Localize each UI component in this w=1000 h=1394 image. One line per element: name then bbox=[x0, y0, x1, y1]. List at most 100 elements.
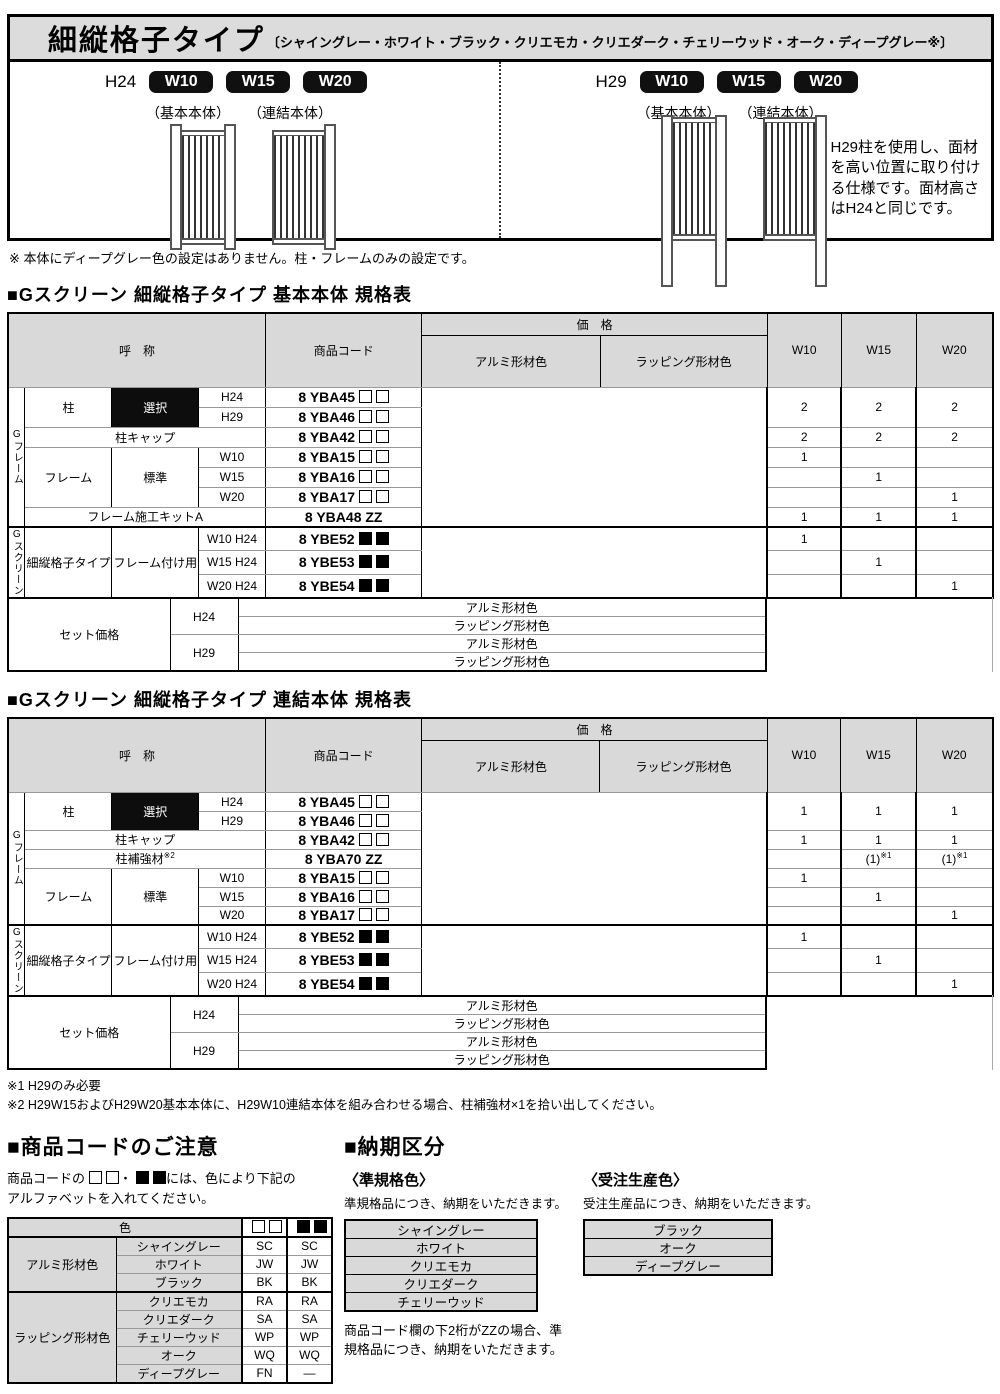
open-box-icon bbox=[375, 794, 389, 808]
fence-rail bbox=[272, 238, 326, 245]
table-cell: 8 YBA46 bbox=[264, 406, 423, 428]
diagram-h29-section: H29 W10 W15 W20 （基本本体） （連結本体） H29柱を使用し、面… bbox=[501, 62, 992, 287]
table-cell: H24 bbox=[198, 791, 266, 812]
width-badge-w10: W10 bbox=[149, 71, 214, 93]
table-cell bbox=[766, 971, 842, 997]
table-cell: 柱補強材※2 bbox=[24, 848, 266, 869]
table-cell: W15 bbox=[840, 717, 917, 793]
table-cell: 8 YBA70 ZZ bbox=[264, 848, 423, 869]
joint-set-price-table: セット価格 H24 アルミ形材色 ラッピング形材色 H29 アルミ形材色 ラッピング形材色 bbox=[7, 995, 767, 1070]
table-cell: 呼 称 bbox=[7, 717, 266, 793]
table-cell: 2 bbox=[915, 426, 994, 448]
open-box-icon bbox=[358, 490, 372, 503]
filled-box-icon bbox=[375, 953, 389, 967]
page-title: 細縦格子タイプ bbox=[47, 25, 265, 57]
table-cell: アルミ形材色 bbox=[237, 597, 767, 617]
open-box-icon bbox=[358, 470, 372, 483]
table-cell: クリエダーク bbox=[115, 1309, 243, 1329]
table-cell: 8 YBE54 bbox=[264, 573, 423, 599]
fence-slats bbox=[670, 123, 717, 235]
table-cell bbox=[839, 924, 917, 950]
table-cell bbox=[840, 446, 917, 468]
table-cell bbox=[766, 886, 842, 907]
table-cell: W20 H24 bbox=[198, 971, 266, 997]
basic-table-title: ■Gスクリーン 細縦格子タイプ 基本本体 規格表 bbox=[7, 285, 412, 305]
h24-size-row: H24 W10 W15 W20 bbox=[105, 71, 368, 93]
table-cell: 8 YBE52 bbox=[264, 924, 423, 950]
table-cell bbox=[241, 1217, 288, 1238]
table-cell: セット価格 bbox=[7, 597, 171, 672]
table-cell: RA bbox=[241, 1290, 288, 1311]
table-cell: アルミ形材色 bbox=[237, 634, 767, 653]
table-cell bbox=[840, 573, 917, 599]
filled-box-icon bbox=[358, 976, 372, 990]
table-cell: フレーム bbox=[24, 867, 113, 926]
fence-slats bbox=[762, 123, 817, 235]
filled-box-icon bbox=[375, 930, 389, 944]
filled-box-icon bbox=[313, 1219, 327, 1233]
open-box-icon bbox=[358, 390, 372, 403]
table-cell: 1 bbox=[839, 791, 917, 831]
table-cell: SC bbox=[286, 1235, 333, 1256]
table-cell bbox=[915, 867, 994, 888]
table-cell: 8 YBA45 bbox=[264, 386, 423, 408]
color-list-item: ホワイト bbox=[346, 1238, 536, 1257]
table-cell: 8 YBA17 bbox=[264, 486, 423, 508]
table-cell: FN bbox=[241, 1363, 288, 1384]
table-cell: 1 bbox=[915, 905, 994, 926]
table-cell: W20 bbox=[198, 486, 266, 508]
filled-box-icon bbox=[136, 1170, 150, 1184]
fence-illustration-h29-joint bbox=[761, 115, 827, 287]
table-cell bbox=[915, 466, 994, 488]
table-cell: 8 YBA15 bbox=[264, 867, 423, 888]
filled-box-icon bbox=[375, 976, 389, 990]
table-cell: W15 H24 bbox=[198, 550, 266, 575]
table-cell: W10 bbox=[766, 717, 842, 793]
page-title-colors: 〔シャイングレー・ホワイト・ブラック・クリエモカ・クリエダーク・チェリーウッド・… bbox=[266, 34, 954, 50]
open-box-icon bbox=[358, 832, 372, 846]
filled-box-icon bbox=[358, 578, 372, 592]
table-cell: (1)※1 bbox=[915, 848, 994, 869]
table-cell: 1 bbox=[915, 971, 994, 997]
table-cell: W20 H24 bbox=[198, 573, 266, 599]
open-box-icon bbox=[358, 813, 372, 827]
table-cell: RA bbox=[286, 1290, 333, 1311]
table-cell bbox=[766, 905, 842, 926]
h29-description: H29柱を使用し、面材を高い位置に取り付ける仕様です。面材高さはH24と同じです… bbox=[830, 139, 981, 217]
table-cell bbox=[421, 386, 768, 528]
table-cell: フレーム付け用 bbox=[111, 924, 200, 997]
open-box-icon bbox=[358, 889, 372, 903]
table-cell: 1 bbox=[766, 867, 842, 888]
color-list-item: チェリーウッド bbox=[346, 1292, 536, 1310]
table-cell: ラッピング形材色 bbox=[599, 739, 768, 793]
table-cell: 価 格 bbox=[421, 717, 768, 741]
filled-box-icon bbox=[296, 1219, 310, 1233]
table-cell: SC bbox=[241, 1235, 288, 1256]
table-cell: セット価格 bbox=[7, 995, 171, 1070]
table-cell: Gスクリーン bbox=[7, 924, 26, 997]
height-label-h29: H29 bbox=[595, 72, 627, 91]
color-list-item: シャイングレー bbox=[346, 1220, 536, 1239]
title-bar: 細縦格子タイプ 〔シャイングレー・ホワイト・ブラック・クリエモカ・クリエダーク・… bbox=[7, 14, 994, 62]
table-cell: チェリーウッド bbox=[115, 1327, 243, 1347]
table-cell: H24 bbox=[198, 386, 266, 408]
basic-body-label: （基本本体） bbox=[146, 105, 230, 121]
footnotes: ※1 H29のみ必要 ※2 H29W15およびH29W20基本本体に、H29W1… bbox=[7, 1077, 994, 1115]
table-cell bbox=[915, 446, 994, 468]
table-cell: W20 bbox=[915, 312, 994, 388]
table-cell: 1 bbox=[766, 924, 842, 950]
height-label-h24: H24 bbox=[105, 72, 137, 91]
table-cell: 柱 bbox=[24, 791, 113, 831]
table-cell: 1 bbox=[839, 886, 917, 907]
table-cell: 選択 bbox=[111, 791, 200, 831]
table-cell: W10 H24 bbox=[198, 924, 266, 950]
table-cell: 1 bbox=[840, 550, 917, 575]
table-cell bbox=[915, 924, 994, 950]
table-cell: (1)※1 bbox=[839, 848, 917, 869]
table-cell: 1 bbox=[915, 506, 994, 528]
fence-rail bbox=[762, 234, 817, 241]
semi-standard-colors: 〈準規格色〉 準規格品につき、納期をいただきます。 シャイングレー ホワイト クリエ… bbox=[344, 1169, 569, 1360]
filled-box-icon bbox=[153, 1170, 167, 1184]
table-cell bbox=[840, 486, 917, 508]
table-cell: ラッピング形材色 bbox=[7, 1290, 117, 1384]
